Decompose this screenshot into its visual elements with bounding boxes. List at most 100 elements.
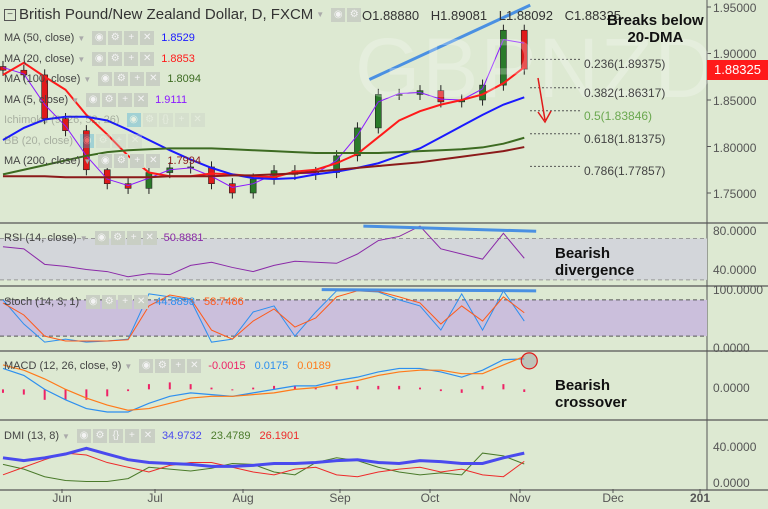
close-icon[interactable]: ✕ bbox=[146, 72, 161, 86]
gear-icon[interactable]: ⚙ bbox=[110, 231, 125, 245]
time-tick: Oct bbox=[420, 491, 440, 505]
eye-icon[interactable]: ◉ bbox=[92, 31, 107, 45]
legend-label: MA (5, close) bbox=[4, 94, 69, 106]
candle-body bbox=[145, 172, 153, 189]
plus-icon[interactable]: + bbox=[118, 93, 133, 107]
close-icon[interactable]: ✕ bbox=[134, 93, 149, 107]
plus-icon[interactable]: + bbox=[124, 429, 139, 443]
ma-line bbox=[2, 136, 525, 176]
macd-histogram-bar bbox=[64, 389, 67, 400]
gear-icon[interactable]: ⚙ bbox=[114, 72, 129, 86]
gear-icon[interactable]: ⚙ bbox=[92, 429, 107, 443]
symbol-title: British Pound/New Zealand Dollar, D, FXC… bbox=[19, 6, 314, 23]
gear-icon[interactable]: ⚙ bbox=[108, 52, 123, 66]
gear-icon[interactable]: ⚙ bbox=[96, 134, 111, 148]
gear-icon[interactable]: ⚙ bbox=[347, 7, 362, 22]
close-icon[interactable]: ✕ bbox=[146, 154, 161, 168]
macd-histogram-bar bbox=[231, 389, 234, 391]
eye-icon[interactable]: ◉ bbox=[94, 231, 109, 245]
legend-plus-di-value: 23.4789 bbox=[210, 430, 251, 442]
legend-ma50: MA (50, close) ▼ ◉ ⚙ + ✕ 1.8529 bbox=[4, 31, 195, 45]
macd-histogram-bar bbox=[502, 384, 505, 390]
stoch-d-line bbox=[2, 290, 525, 342]
candle-body bbox=[229, 183, 236, 194]
close-icon[interactable]: ✕ bbox=[134, 295, 149, 309]
high-value: H1.89081 bbox=[430, 8, 488, 23]
eye-icon[interactable]: ◉ bbox=[98, 72, 113, 86]
chevron-down-icon[interactable]: ▼ bbox=[62, 431, 70, 441]
plus-icon[interactable]: + bbox=[174, 113, 189, 127]
collapse-icon[interactable]: − bbox=[4, 8, 16, 21]
price-trendline bbox=[368, 3, 531, 81]
chevron-down-icon[interactable]: ▼ bbox=[83, 156, 92, 166]
braces-icon[interactable]: {} bbox=[108, 429, 123, 443]
macd-histogram-bar bbox=[419, 387, 421, 390]
candle-body bbox=[83, 130, 90, 171]
gear-icon[interactable]: ⚙ bbox=[142, 113, 157, 127]
legend-hist-value: -0.0015 bbox=[208, 360, 246, 372]
macd-histogram-bar bbox=[356, 385, 359, 390]
braces-icon[interactable]: {} bbox=[158, 113, 173, 127]
ohlc-readout: O1.88880 H1.89081 L1.88092 C1.88325 bbox=[362, 8, 629, 23]
macd-histogram-bar bbox=[252, 387, 255, 390]
plus-icon[interactable]: + bbox=[171, 359, 186, 373]
annotation-line: 20-DMA bbox=[627, 29, 684, 46]
plus-icon[interactable]: + bbox=[124, 31, 139, 45]
gear-icon[interactable]: ⚙ bbox=[155, 359, 170, 373]
close-icon[interactable]: ✕ bbox=[187, 359, 202, 373]
rsi-band bbox=[0, 238, 707, 280]
macd-annotation: Bearish crossover bbox=[555, 377, 627, 411]
hidden-eye-icon[interactable]: ◉ bbox=[126, 113, 141, 127]
close-icon[interactable]: ✕ bbox=[142, 231, 157, 245]
chevron-down-icon[interactable]: ▼ bbox=[77, 54, 86, 64]
rsi-line bbox=[2, 225, 525, 278]
eye-icon[interactable]: ◉ bbox=[86, 93, 101, 107]
close-icon[interactable]: ✕ bbox=[128, 134, 143, 148]
eye-icon[interactable]: ◉ bbox=[76, 429, 91, 443]
legend-value: 1.8094 bbox=[167, 73, 201, 85]
rsi-tick: 80.0000 bbox=[713, 224, 757, 238]
gear-icon[interactable]: ⚙ bbox=[102, 295, 117, 309]
stoch-tick: 0.0000 bbox=[713, 341, 750, 355]
plus-icon[interactable]: + bbox=[130, 72, 145, 86]
chevron-down-icon[interactable]: ▼ bbox=[79, 233, 88, 243]
ma-line bbox=[2, 146, 525, 179]
stoch-tick: 100.0000 bbox=[713, 283, 764, 297]
macd-signal-line bbox=[2, 355, 525, 411]
eye-icon[interactable]: ◉ bbox=[86, 295, 101, 309]
close-icon[interactable]: ✕ bbox=[140, 52, 155, 66]
close-icon[interactable]: ✕ bbox=[190, 113, 205, 127]
gear-icon[interactable]: ⚙ bbox=[114, 154, 129, 168]
plus-icon[interactable]: + bbox=[124, 52, 139, 66]
plus-icon[interactable]: + bbox=[118, 295, 133, 309]
annotation-line: crossover bbox=[555, 394, 627, 411]
legend-label: Ichimoku (9, 26, 52, 26) bbox=[4, 114, 120, 126]
chevron-down-icon[interactable]: ▼ bbox=[71, 95, 80, 105]
chevron-down-icon[interactable]: ▼ bbox=[77, 33, 86, 43]
plus-icon[interactable]: + bbox=[126, 231, 141, 245]
chevron-down-icon[interactable]: ▼ bbox=[83, 74, 92, 84]
eye-icon[interactable]: ◉ bbox=[331, 7, 346, 22]
candle-body bbox=[500, 29, 507, 86]
macd-histogram-bar bbox=[293, 385, 296, 390]
time-tick: 201 bbox=[689, 491, 711, 505]
gear-icon[interactable]: ⚙ bbox=[102, 93, 117, 107]
current-price-tag: 1.88325 bbox=[707, 60, 768, 80]
hidden-eye-icon[interactable]: ◉ bbox=[80, 134, 95, 148]
close-icon[interactable]: ✕ bbox=[140, 429, 155, 443]
price-tick: 1.80000 bbox=[713, 141, 757, 155]
minus-di-line bbox=[2, 452, 525, 478]
legend-label: MACD (12, 26, close, 9) bbox=[4, 360, 122, 372]
candle-body bbox=[354, 127, 361, 157]
plus-icon[interactable]: + bbox=[130, 154, 145, 168]
eye-icon[interactable]: ◉ bbox=[98, 154, 113, 168]
chevron-down-icon[interactable]: ▼ bbox=[124, 361, 133, 371]
chevron-down-icon[interactable]: ▼ bbox=[316, 10, 325, 19]
close-icon[interactable]: ✕ bbox=[140, 31, 155, 45]
gear-icon[interactable]: ⚙ bbox=[108, 31, 123, 45]
plus-icon[interactable]: + bbox=[112, 134, 127, 148]
stoch-k-line bbox=[2, 289, 525, 343]
eye-icon[interactable]: ◉ bbox=[92, 52, 107, 66]
eye-icon[interactable]: ◉ bbox=[139, 359, 154, 373]
